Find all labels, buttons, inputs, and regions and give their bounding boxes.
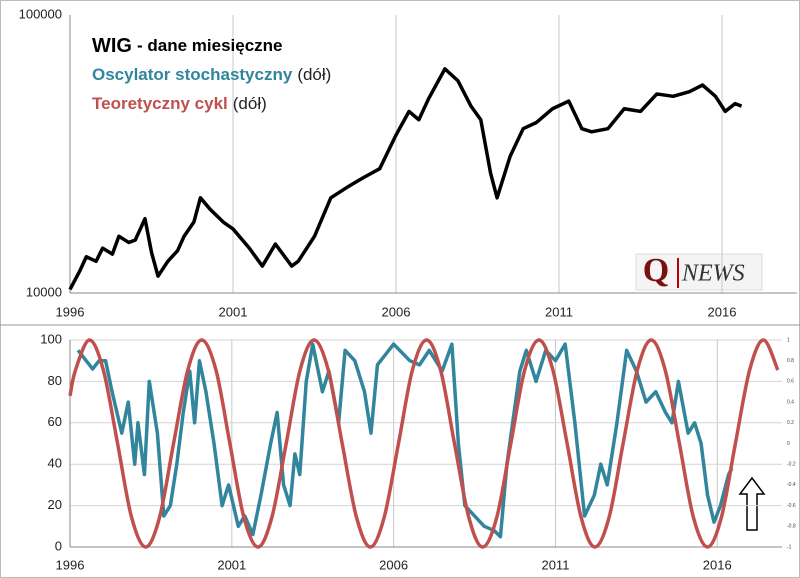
y2-tick-label: -0.8	[787, 524, 796, 530]
y2-tick-label: 0	[787, 441, 790, 447]
y2-tick-label: 0.4	[787, 399, 794, 405]
logo-mark: Q	[643, 252, 669, 289]
y2-tick-label: -0.2	[787, 462, 796, 468]
x-tick-label: 2001	[217, 557, 246, 572]
y-tick-label: 80	[48, 373, 62, 388]
y2-tick-label: -1	[787, 544, 792, 550]
x-tick-label: 2016	[708, 304, 737, 319]
legend-note: - dane miesięczne	[137, 36, 283, 55]
legend-name: Oscylator stochastyczny	[92, 65, 293, 84]
y-tick-label: 0	[55, 538, 62, 553]
logo: Q NEWS	[635, 252, 763, 291]
legend-note: (dół)	[297, 65, 331, 84]
legend-name: Teoretyczny cykl	[92, 94, 228, 113]
legend-name: WIG	[92, 35, 132, 57]
y-tick-label: 20	[48, 497, 62, 512]
logo-box	[635, 253, 763, 291]
x-tick-label: 2016	[703, 557, 732, 572]
logo-text: NEWS	[681, 261, 745, 287]
legend-entry: Oscylator stochastyczny (dół)	[92, 65, 331, 84]
x-tick-label: 2006	[382, 304, 411, 319]
y2-tick-label: 1	[787, 337, 790, 343]
legend-entry: Teoretyczny cykl (dół)	[92, 94, 267, 113]
y-tick-label: 100	[40, 331, 62, 346]
y-tick-label: 10000	[26, 284, 62, 299]
y-tick-label: 40	[48, 456, 62, 471]
x-tick-label: 1996	[56, 557, 85, 572]
y2-tick-label: -0.6	[787, 503, 796, 509]
legend-entry: WIG - dane miesięczne	[92, 35, 283, 57]
up-arrow	[738, 476, 766, 531]
series-line	[68, 67, 743, 291]
y-tick-label: 100000	[19, 6, 62, 21]
series-line	[68, 338, 780, 549]
legend-note: (dół)	[233, 94, 267, 113]
x-tick-label: 2011	[545, 304, 573, 319]
y-tick-label: 60	[48, 414, 62, 429]
y2-tick-label: 0.2	[787, 420, 794, 426]
x-tick-label: 2001	[219, 304, 248, 319]
series-line	[76, 342, 734, 539]
y2-tick-label: 0.8	[787, 358, 794, 364]
x-tick-label: 1996	[56, 304, 85, 319]
y2-tick-label: -0.4	[787, 482, 796, 488]
x-tick-label: 2011	[541, 557, 569, 572]
x-tick-label: 2006	[379, 557, 408, 572]
y2-tick-label: 0.6	[787, 379, 794, 385]
